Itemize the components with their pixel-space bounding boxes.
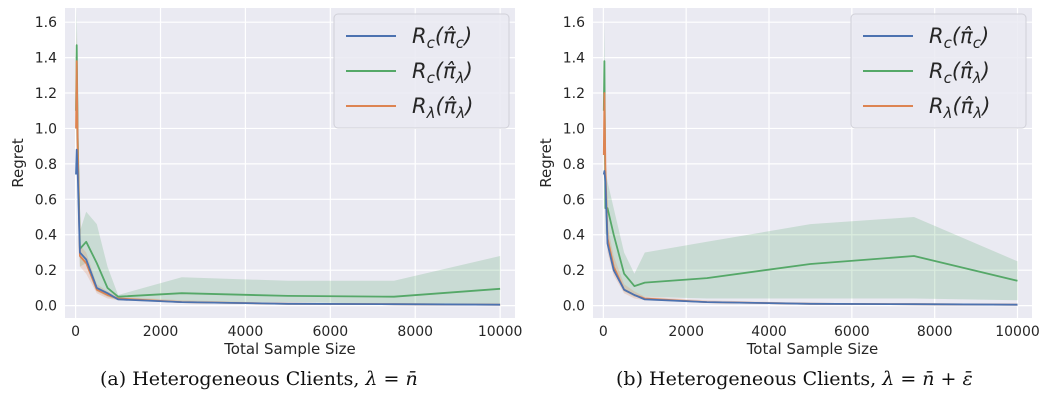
x-tick-label: 0 bbox=[71, 324, 80, 340]
legend-entry: Rc(π̂c) bbox=[412, 24, 472, 52]
x-tick-label: 8000 bbox=[397, 324, 433, 340]
series-line-0 bbox=[602, 170, 1018, 306]
legend: Rc(π̂c) Rc(π̂λ) Rλ(π̂λ) bbox=[850, 13, 1027, 129]
x-tick-label: 10000 bbox=[478, 324, 523, 340]
y-tick-label: 0.8 bbox=[35, 157, 57, 173]
x-tick-label: 4000 bbox=[228, 324, 264, 340]
y-tick-label: 1.2 bbox=[35, 86, 57, 102]
legend-entry: Rc(π̂λ) bbox=[412, 59, 473, 87]
legend-entry: Rc(π̂λ) bbox=[929, 59, 990, 87]
x-tick-label: 8000 bbox=[917, 324, 953, 340]
caption-a-math: λ = n̄ bbox=[365, 368, 418, 390]
confidence-band-series-1 bbox=[603, 22, 1018, 301]
plot-marks bbox=[602, 22, 1018, 306]
series-line-0 bbox=[75, 148, 501, 306]
y-axis-label: Regret bbox=[9, 138, 27, 188]
confidence-band-series-1 bbox=[76, 8, 501, 304]
caption-b: (b) Heterogeneous Clients, λ = n̄ + ε̄ bbox=[616, 368, 973, 390]
x-tick-label: 6000 bbox=[834, 324, 870, 340]
y-tick-label: 0.2 bbox=[35, 263, 57, 279]
y-tick-label: 1.0 bbox=[563, 121, 585, 137]
legend-entry: Rλ(π̂λ) bbox=[412, 94, 473, 122]
x-tick-label: 2000 bbox=[143, 324, 179, 340]
x-axis-label: Total Sample Size bbox=[223, 340, 356, 358]
y-tick-label: 1.6 bbox=[563, 15, 585, 31]
x-tick-label: 0 bbox=[599, 324, 608, 340]
y-tick-label: 1.2 bbox=[563, 86, 585, 102]
x-tick-label: 6000 bbox=[313, 324, 349, 340]
y-tick-label: 1.6 bbox=[35, 15, 57, 31]
y-axis-label: Regret bbox=[537, 138, 555, 188]
y-tick-label: 0.0 bbox=[563, 299, 585, 315]
y-tick-label: 0.6 bbox=[563, 192, 585, 208]
x-tick-label: 4000 bbox=[751, 324, 787, 340]
caption-b-math: λ = n̄ + ε̄ bbox=[882, 368, 973, 390]
x-axis-label: Total Sample Size bbox=[746, 340, 879, 358]
plot-marks bbox=[75, 8, 501, 306]
y-tick-label: 1.0 bbox=[35, 121, 57, 137]
x-tick-label: 10000 bbox=[995, 324, 1040, 340]
legend: Rc(π̂c) Rc(π̂λ) Rλ(π̂λ) bbox=[333, 13, 510, 129]
chart-b: 0 2000 4000 6000 8000 10000 0.0 0.2 0.4 0.6 0.8 1.0… bbox=[537, 8, 1040, 358]
x-tick-label: 2000 bbox=[668, 324, 704, 340]
chart-a: 0 2000 4000 6000 8000 10000 0.0 0.2 0.4 0.6 0.8 1.0… bbox=[9, 8, 522, 358]
y-tick-label: 0.0 bbox=[35, 299, 57, 315]
figure: 0 2000 4000 6000 8000 10000 0.0 0.2 0.4 0.6 0.8 1.0… bbox=[9, 8, 1040, 358]
legend-entry: Rλ(π̂λ) bbox=[929, 94, 990, 122]
y-tick-label: 1.4 bbox=[35, 51, 57, 67]
caption-a: (a) Heterogeneous Clients, λ = n̄ bbox=[100, 368, 418, 390]
y-tick-label: 0.2 bbox=[563, 263, 585, 279]
y-tick-label: 0.8 bbox=[563, 157, 585, 173]
legend-entry: Rc(π̂c) bbox=[929, 24, 989, 52]
y-tick-label: 0.6 bbox=[35, 192, 57, 208]
y-tick-label: 0.4 bbox=[563, 228, 585, 244]
caption-a-prefix: (a) Heterogeneous Clients, bbox=[100, 368, 366, 390]
y-tick-label: 0.4 bbox=[35, 228, 57, 244]
caption-b-prefix: (b) Heterogeneous Clients, bbox=[616, 368, 883, 390]
y-tick-label: 1.4 bbox=[563, 51, 585, 67]
